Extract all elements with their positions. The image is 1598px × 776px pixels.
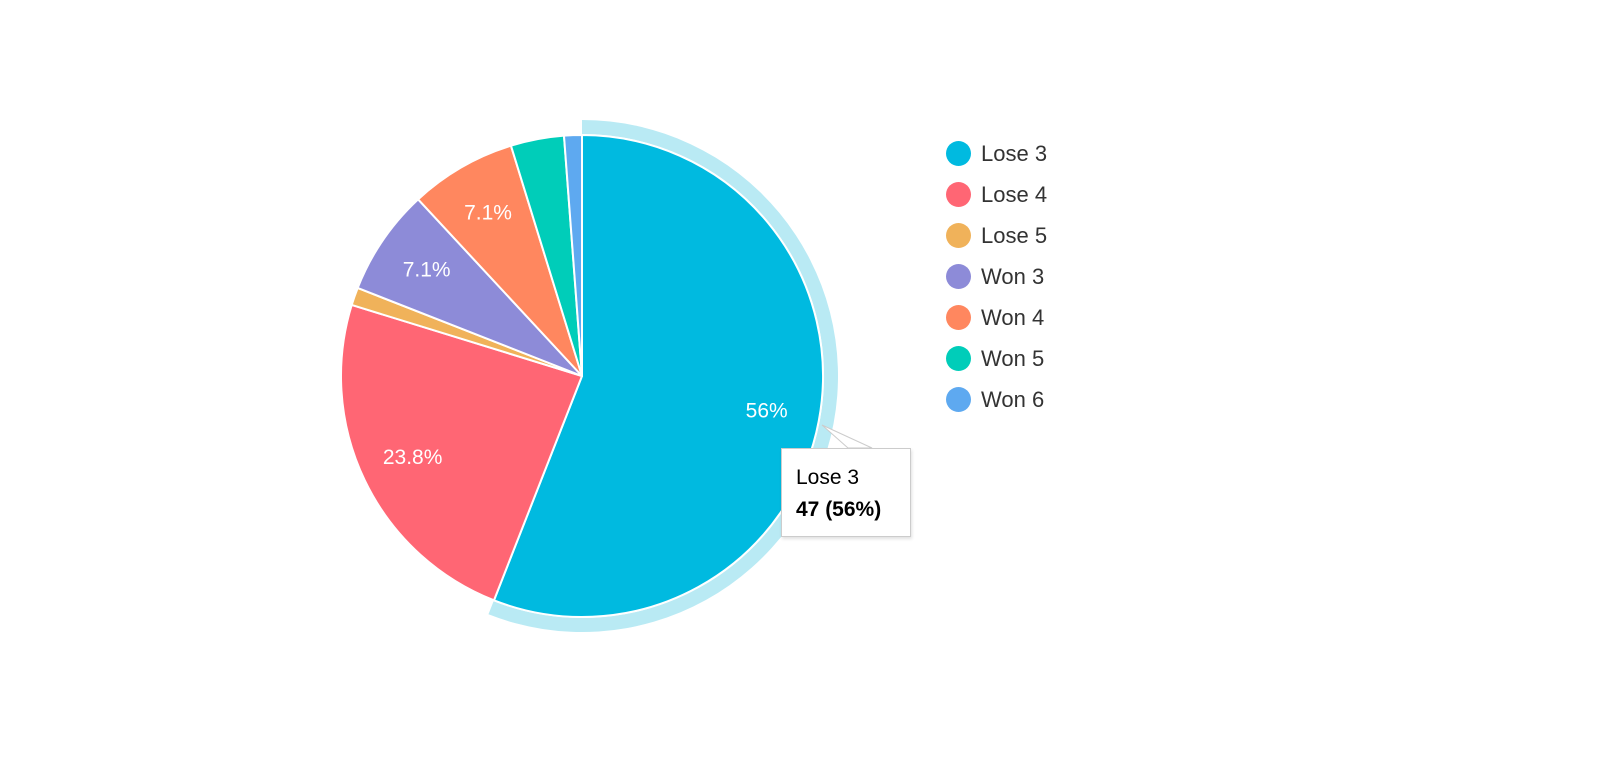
slice-label-lose-4: 23.8%	[383, 446, 443, 469]
legend-label: Won 4	[981, 304, 1045, 330]
legend-label: Won 5	[981, 345, 1045, 371]
pie-slice-won-3[interactable]	[356, 198, 583, 377]
legend-label: Won 6	[981, 386, 1045, 412]
legend-item-won-5[interactable]: Won 5	[946, 338, 1047, 379]
legend-label: Lose 3	[981, 140, 1048, 166]
legend-swatch	[946, 264, 971, 289]
legend-item-lose-4[interactable]: Lose 4	[946, 174, 1047, 215]
legend-swatch	[946, 305, 971, 330]
slice-label-lose-3: 56%	[746, 399, 788, 422]
legend-item-lose-5[interactable]: Lose 5	[946, 215, 1047, 256]
chart-legend: Lose 3 Lose 4 Lose 5 Won 3 Won 4 Won 5 Won 6	[946, 133, 1047, 420]
slice-label-won-3: 7.1%	[403, 259, 451, 282]
legend-item-won-6[interactable]: Won 6	[946, 379, 1047, 420]
chart-tooltip: Lose 3 47 (56%)	[781, 448, 911, 537]
legend-label: Lose 5	[981, 222, 1048, 248]
tooltip-value: 47 (56%)	[796, 498, 882, 521]
legend-item-won-4[interactable]: Won 4	[946, 297, 1047, 338]
legend-swatch	[946, 223, 971, 248]
legend-swatch	[946, 387, 971, 412]
legend-label: Won 3	[981, 263, 1045, 289]
legend-item-won-3[interactable]: Won 3	[946, 256, 1047, 297]
legend-swatch	[946, 346, 971, 371]
slice-label-won-4: 7.1%	[464, 202, 512, 225]
legend-label: Lose 4	[981, 181, 1048, 207]
pie-slice-won-6[interactable]	[562, 134, 583, 377]
pie-slice-lose-3[interactable]	[492, 134, 824, 618]
legend-swatch	[946, 182, 971, 207]
legend-swatch	[946, 141, 971, 166]
pie-slices	[340, 120, 838, 632]
pie-slice-lose-4[interactable]	[340, 303, 583, 602]
pie-slice-won-4[interactable]	[417, 144, 583, 377]
legend-item-lose-3[interactable]: Lose 3	[946, 133, 1047, 174]
pie-slice-labels: 56% 23.8% 7.1% 7.1%	[383, 202, 788, 469]
tooltip-title: Lose 3	[796, 466, 860, 489]
